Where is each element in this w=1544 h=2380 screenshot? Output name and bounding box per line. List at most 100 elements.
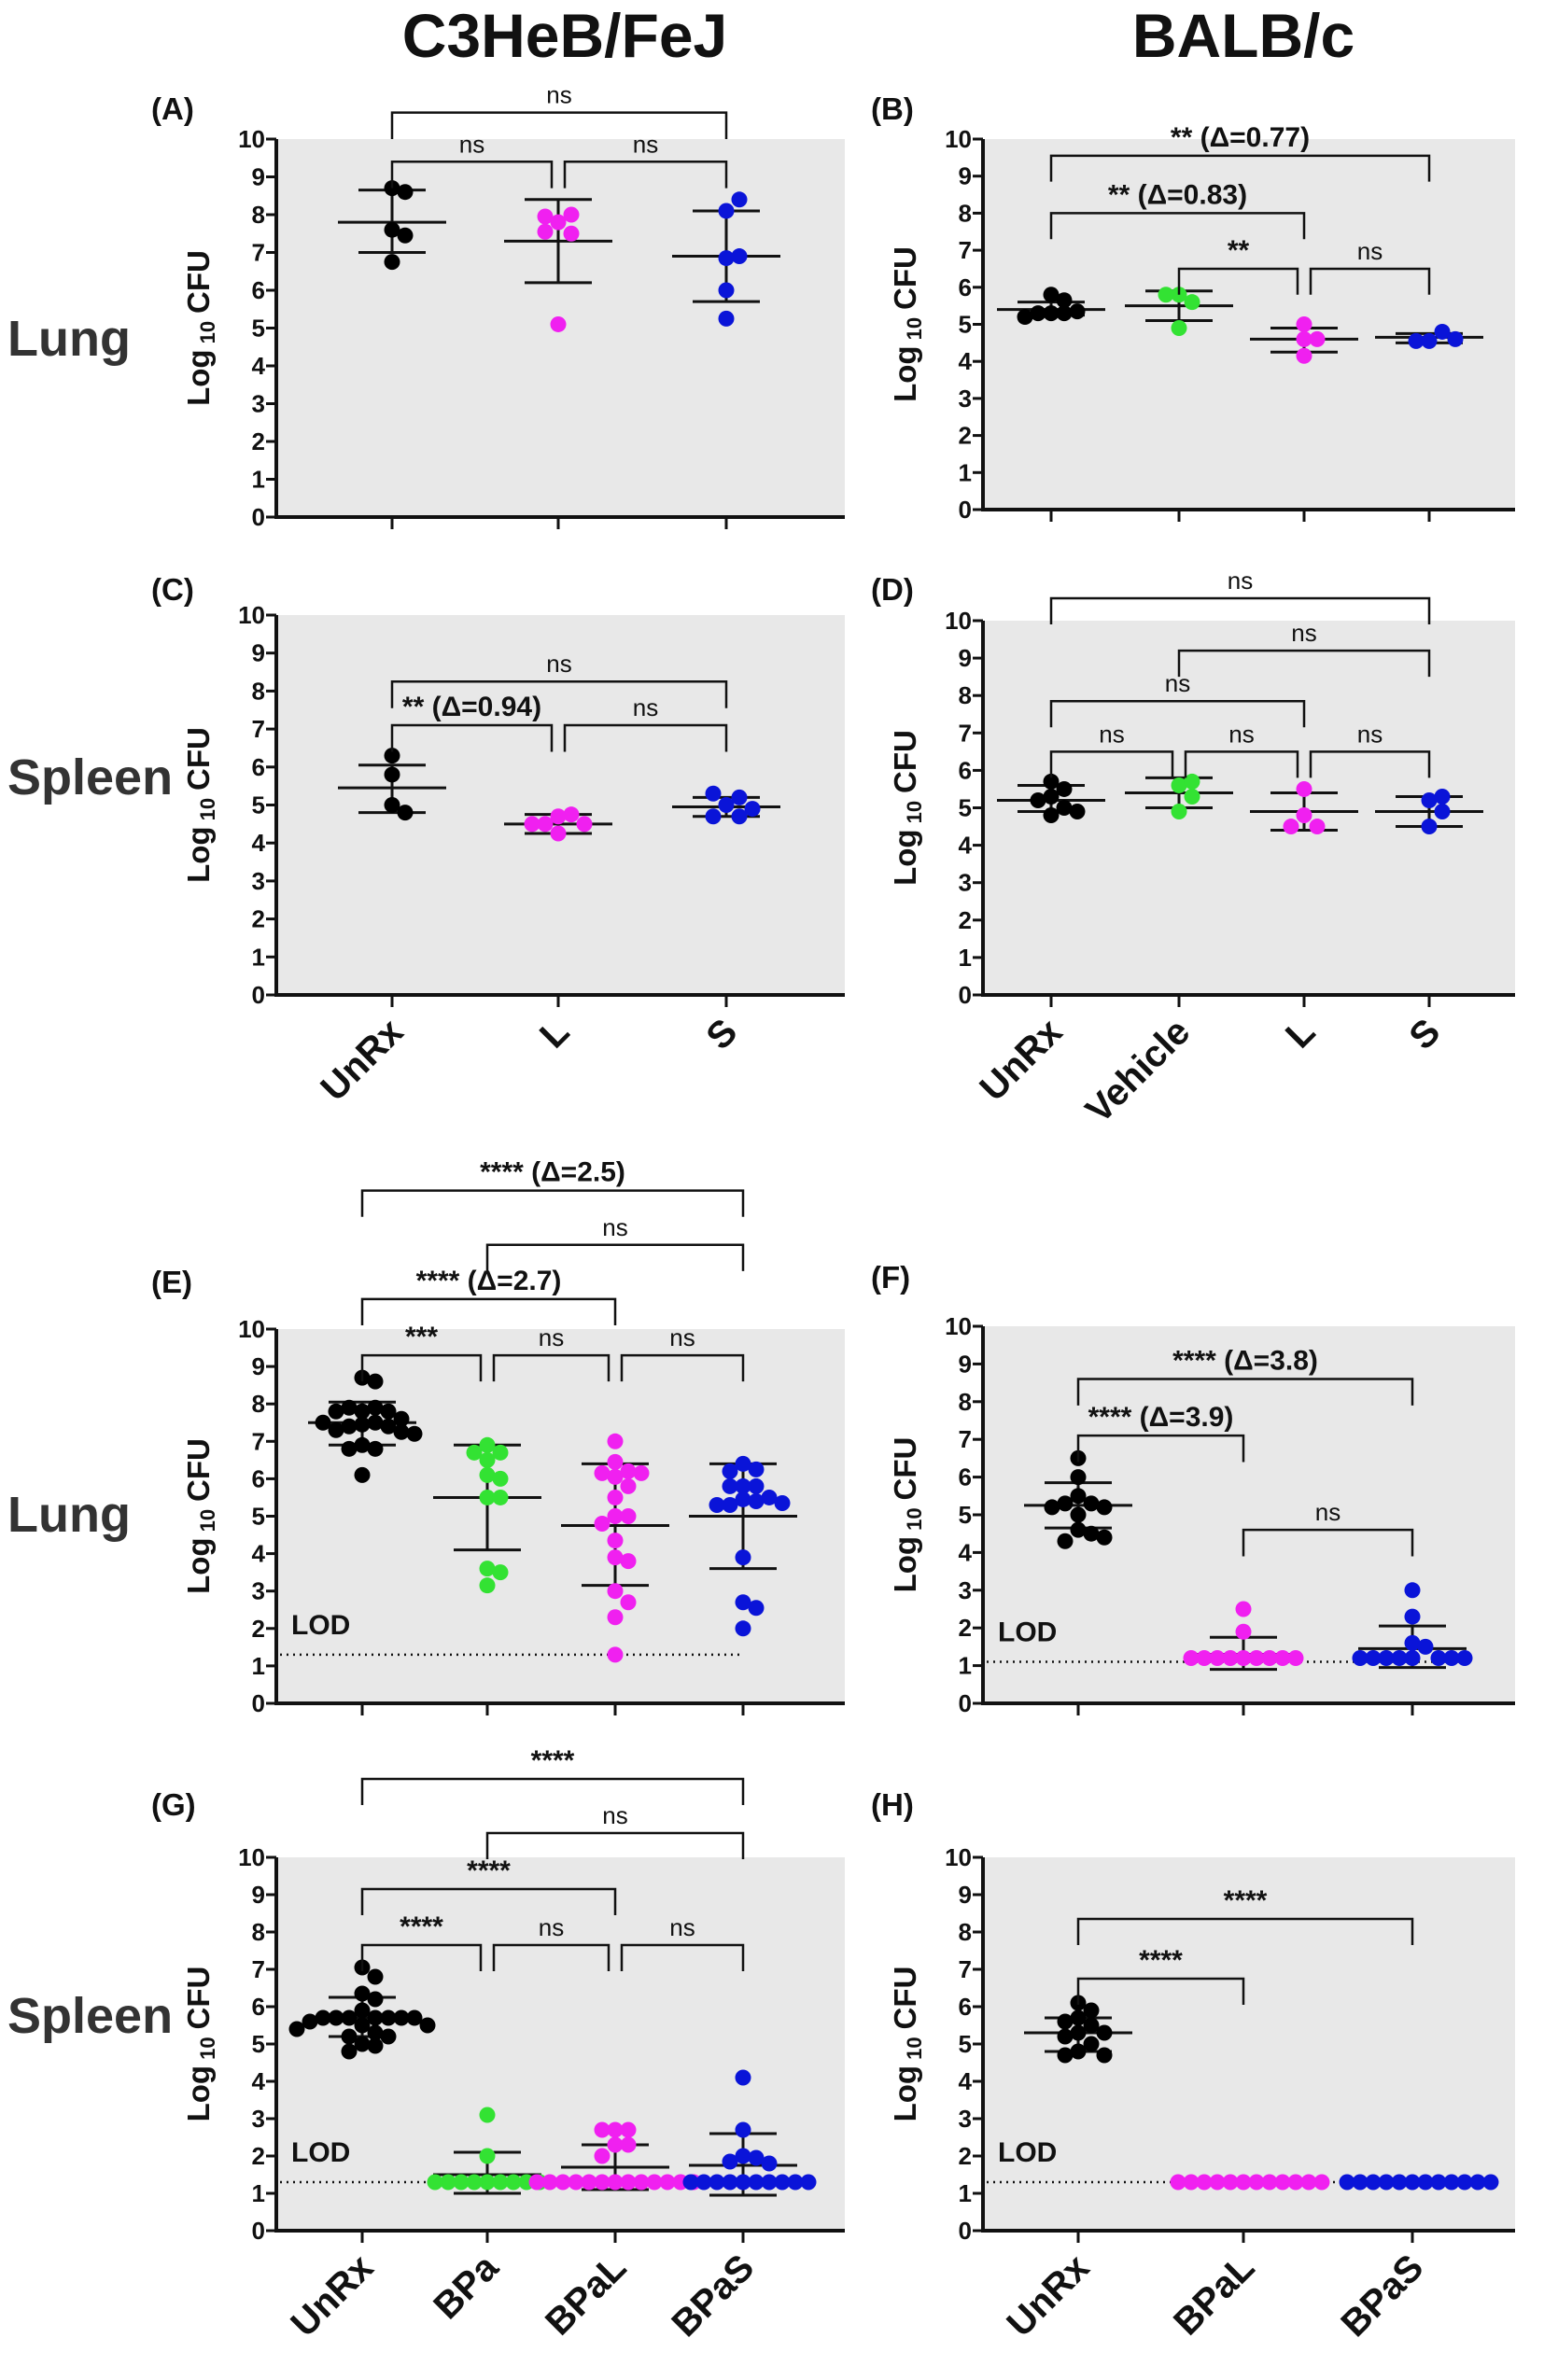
significance-label: ns [633,130,658,158]
data-point [354,1985,371,2002]
data-point [1421,332,1438,349]
data-point [1158,287,1174,303]
y-axis-label-unit: CFU [888,730,922,793]
y-axis-label-subscript: 10 [903,1507,926,1530]
y-axis-label-base: Log [181,2065,216,2121]
data-point [1300,2174,1317,2191]
category-label: BPaS [1333,2247,1431,2345]
data-point [367,1399,384,1416]
data-point [620,2121,637,2138]
y-tick-label: 2 [252,2142,265,2170]
data-point [563,206,580,223]
data-point [1057,2028,1074,2045]
data-point [1274,1650,1291,1667]
significance-bracket: ns [390,81,728,139]
data-point [1287,2174,1304,2191]
data-point [524,816,540,833]
significance-label: **** (Δ=2.7) [416,1266,562,1296]
data-point [1469,2174,1486,2191]
data-point [695,2174,712,2191]
y-axis-label: Log 10 CFU [888,730,926,886]
y-tick-label: 2 [959,422,972,450]
y-tick-label: 4 [959,2067,973,2095]
data-point [341,1418,358,1435]
data-point [505,2174,522,2191]
significance-label: **** [400,1911,443,1942]
data-point [479,2148,496,2164]
data-point [384,254,400,271]
data-point [1183,2174,1200,2191]
data-point [354,1466,371,1483]
data-point [367,1414,384,1431]
bracket-line [1177,649,1431,678]
data-point [568,2174,584,2191]
data-point [354,2017,371,2034]
significance-label: ns [1357,720,1383,748]
significance-label: ns [539,1323,564,1351]
significance-bracket: ns [1309,720,1431,778]
data-point [1404,1634,1421,1651]
significance-label: ns [602,1213,627,1241]
y-tick-label: 4 [252,352,266,380]
group-2 [1352,1582,1473,1670]
y-axis-label: Log 10 CFU [888,246,926,402]
data-point [367,1440,384,1457]
y-axis-label-base: Log [888,1536,922,1592]
data-point [607,1646,624,1663]
bracket-line [1049,750,1174,778]
significance-bracket: ns [620,1913,745,1971]
data-point [633,2174,650,2191]
category-label: L [1278,1011,1323,1056]
data-point [607,1468,624,1485]
y-tick-label: 10 [238,1843,265,1871]
data-point [479,1489,496,1505]
data-point [479,1436,496,1453]
data-point [354,1416,371,1433]
y-tick-label: 7 [959,236,972,264]
panel-label: (B) [871,91,914,126]
y-tick-label: 6 [252,1464,265,1492]
y-tick-label: 2 [959,2142,972,2170]
data-point [1030,791,1046,808]
data-point [1070,1488,1087,1505]
y-tick-label: 0 [959,2217,972,2245]
data-point [620,1477,637,1494]
bracket-line [492,1943,611,1971]
data-point [1352,2174,1369,2191]
lod-label: LOD [998,2137,1057,2168]
y-tick-label: 5 [252,2030,265,2058]
data-point [748,2174,765,2191]
y-tick-label: 8 [252,201,265,229]
bracket-line [1049,699,1306,728]
data-point [1339,2174,1355,2191]
data-point [1209,1650,1226,1667]
data-point [1447,330,1464,347]
y-axis-label-subscript: 10 [903,2037,926,2059]
significance-bracket: ** (Δ=0.77) [1049,122,1431,182]
plot-background [983,139,1515,510]
group-0 [997,773,1105,824]
data-point [1069,804,1086,820]
data-point [1184,788,1200,805]
y-tick-label: 2 [959,1614,972,1642]
bracket-line [1242,1528,1414,1557]
significance-label: **** (Δ=3.8) [1172,1346,1318,1377]
data-point [1235,1650,1252,1667]
data-point [705,785,722,802]
data-point [354,1436,371,1453]
data-point [1083,2002,1100,2019]
data-point [607,2136,624,2153]
bracket-line [492,1353,611,1382]
data-point [1283,819,1299,835]
lod-label: LOD [998,1617,1057,1648]
data-point [1421,819,1438,835]
y-tick-label: 10 [238,1315,265,1343]
bracket-line [1309,267,1431,295]
data-point [453,2174,470,2191]
y-tick-label: 1 [959,944,972,972]
y-tick-label: 2 [252,1615,265,1643]
significance-bracket: **** [1076,1885,1414,1945]
significance-label: **** [467,1855,511,1886]
data-point [1365,1650,1382,1667]
